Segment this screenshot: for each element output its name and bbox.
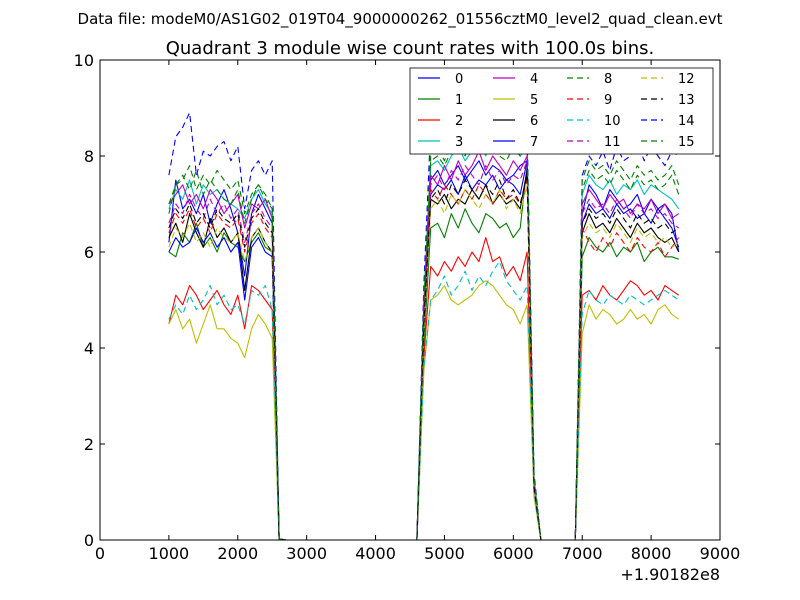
y-tick-label: 6 <box>84 243 94 262</box>
y-tick-label: 10 <box>74 51 94 70</box>
y-tick-label: 8 <box>84 147 94 166</box>
legend-label-5: 5 <box>530 93 538 108</box>
x-tick-label: 0 <box>95 544 105 563</box>
series-line-14 <box>168 78 680 540</box>
x-offset-label: +1.90182e8 <box>620 565 720 584</box>
legend-label-12: 12 <box>678 72 695 87</box>
x-tick-label: 2000 <box>217 544 258 563</box>
x-tick-label: 1000 <box>149 544 190 563</box>
y-tick-label: 2 <box>84 435 94 454</box>
x-tick-label: 4000 <box>355 544 396 563</box>
legend-label-7: 7 <box>530 135 538 150</box>
legend-label-15: 15 <box>678 135 695 150</box>
legend-label-0: 0 <box>455 72 463 87</box>
legend-label-11: 11 <box>604 135 621 150</box>
legend-label-10: 10 <box>604 114 621 129</box>
x-tick-label: 5000 <box>424 544 465 563</box>
legend-label-14: 14 <box>678 114 695 129</box>
series-line-15 <box>168 126 680 540</box>
x-tick-label: 3000 <box>286 544 327 563</box>
chart-suptitle: Data file: modeM0/AS1G02_019T04_90000002… <box>78 10 723 29</box>
plot-frame <box>99 59 721 541</box>
legend-label-4: 4 <box>530 72 538 87</box>
legend-label-8: 8 <box>604 72 612 87</box>
legend-label-6: 6 <box>530 114 538 129</box>
y-tick-label: 0 <box>84 531 94 550</box>
y-tick-label: 4 <box>84 339 94 358</box>
legend-label-9: 9 <box>604 93 612 108</box>
series-line-9 <box>168 179 680 540</box>
legend-label-13: 13 <box>678 93 695 108</box>
chart-title: Quadrant 3 module wise count rates with … <box>166 38 655 59</box>
x-tick-label: 9000 <box>700 544 741 563</box>
legend-label-1: 1 <box>455 93 463 108</box>
x-tick-label: 8000 <box>631 544 672 563</box>
x-tick-label: 7000 <box>562 544 603 563</box>
x-axis: 0 1000 2000 3000 4000 5000 6000 7000 8000 9000 <box>95 60 740 563</box>
legend-frame <box>409 67 714 155</box>
series-line-2 <box>168 237 680 540</box>
series-line-13 <box>168 174 680 540</box>
legend-label-2: 2 <box>455 114 463 129</box>
series-lines <box>168 78 680 540</box>
x-tick-label: 6000 <box>493 544 534 563</box>
series-line-10 <box>168 261 680 540</box>
legend-label-3: 3 <box>455 135 463 150</box>
